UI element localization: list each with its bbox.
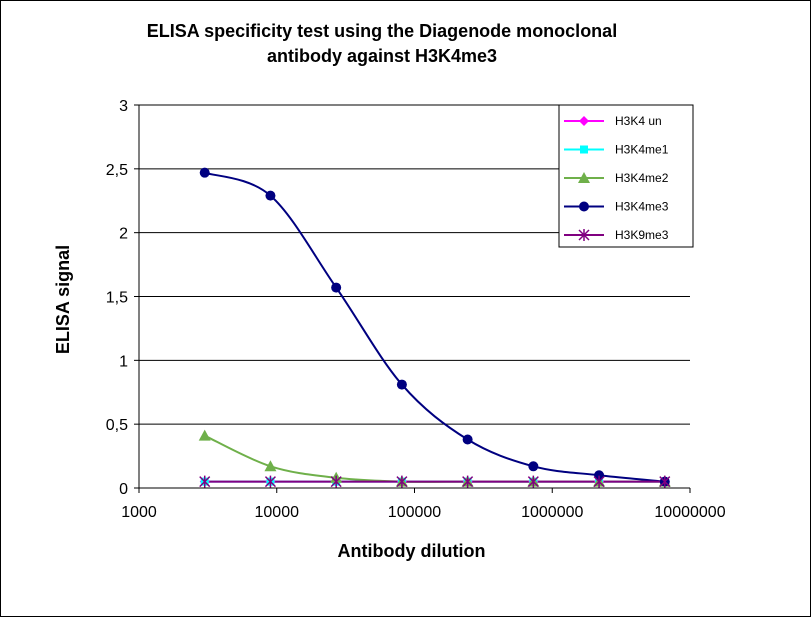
data-point-h3k4me3 <box>528 461 539 472</box>
data-point-h3k4me2 <box>198 429 211 441</box>
legend-item-h3k4me3: H3K4me3 <box>564 200 669 214</box>
legend-item-h3k4-un: H3K4 un <box>564 114 662 128</box>
series-markers <box>198 167 671 488</box>
data-point-h3k4me3 <box>462 434 473 445</box>
x-tick-label: 10000 <box>255 504 300 521</box>
legend-label: H3K9me3 <box>615 228 669 242</box>
series-line-h3k4me3 <box>204 171 665 483</box>
data-point-h3k9me3 <box>264 475 276 488</box>
data-point-h3k4me3 <box>594 470 605 481</box>
x-axis-ticks: 1000 10000 100000 1000000 10000000 <box>121 488 726 521</box>
data-point-h3k4me3 <box>396 379 407 390</box>
y-tick-label: 2,5 <box>106 162 128 179</box>
legend-marker <box>579 201 589 212</box>
y-tick-label: 0,5 <box>106 417 128 434</box>
legend-label: H3K4me2 <box>615 171 669 185</box>
chart-title: ELISA specificity test using the Diageno… <box>147 21 617 66</box>
y-tick-label: 1,5 <box>106 290 128 307</box>
data-point-h3k9me3 <box>396 475 408 488</box>
gridlines <box>139 104 690 425</box>
legend-item-h3k9me3: H3K9me3 <box>564 228 669 242</box>
chart-title-line: ELISA specificity test using the Diageno… <box>147 21 617 41</box>
y-axis-ticks: 0 0,5 1 1,5 2 2,5 3 <box>106 98 139 498</box>
x-tick-label: 10000000 <box>654 504 725 521</box>
legend-item-h3k4me2: H3K4me2 <box>564 171 669 185</box>
data-point-h3k9me3 <box>593 475 605 488</box>
data-point-h3k9me3 <box>330 475 342 488</box>
data-point-h3k9me3 <box>659 475 671 488</box>
legend: H3K4 un H3K4me1 H3K4me2 H3K4me3 H3K9me3 <box>558 104 694 248</box>
y-axis-label: ELISA signal <box>53 245 73 354</box>
data-point-h3k9me3 <box>527 475 539 488</box>
data-point-h3k4me3 <box>199 167 210 178</box>
chart-title-line: antibody against H3K4me3 <box>267 46 497 66</box>
x-tick-label: 1000000 <box>521 504 583 521</box>
legend-box <box>558 104 694 248</box>
legend-label: H3K4 un <box>615 114 662 128</box>
y-tick-label: 0 <box>119 481 128 498</box>
data-point-h3k4me3 <box>265 190 276 201</box>
legend-label: H3K4me3 <box>615 200 669 214</box>
legend-label: H3K4me1 <box>615 143 669 157</box>
y-tick-label: 2 <box>119 226 128 243</box>
x-tick-label: 100000 <box>388 504 441 521</box>
y-tick-label: 1 <box>119 353 128 370</box>
series-lines <box>204 171 665 483</box>
legend-item-h3k4me1: H3K4me1 <box>564 143 669 157</box>
data-point-h3k4me3 <box>331 282 342 293</box>
legend-marker <box>578 229 590 241</box>
legend-marker <box>579 116 589 126</box>
data-point-h3k9me3 <box>462 475 474 488</box>
y-tick-label: 3 <box>119 98 128 115</box>
x-tick-label: 1000 <box>121 504 157 521</box>
x-axis-label: Antibody dilution <box>338 541 486 561</box>
legend-marker <box>580 145 588 154</box>
data-point-h3k9me3 <box>199 475 211 488</box>
legend-marker <box>578 172 590 183</box>
data-point-h3k4me2 <box>264 460 277 472</box>
